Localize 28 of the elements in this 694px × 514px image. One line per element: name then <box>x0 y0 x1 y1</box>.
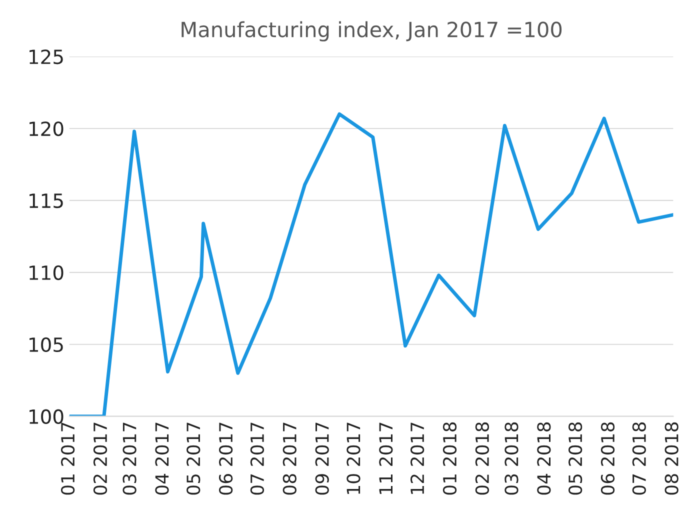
x-tick-label: 01 2018 <box>442 422 457 495</box>
y-tick-label: 115 <box>30 194 63 208</box>
x-tick-label: 03 2017 <box>122 422 136 495</box>
y-tick-label: 125 <box>30 49 63 64</box>
chart-title: Manufacturing index, Jan 2017 =100 <box>182 21 562 42</box>
line-series <box>69 112 674 416</box>
x-tick-label: 04 2018 <box>537 422 551 495</box>
x-tick-label: 11 2017 <box>379 422 393 494</box>
x-tick-label: 02 2017 <box>93 422 108 495</box>
x-tick-label: 07 2017 <box>250 422 264 495</box>
x-tick-label: 04 2017 <box>155 422 169 495</box>
x-tick-label: 03 2018 <box>504 422 518 495</box>
x-tick-label: 01 2017 <box>60 422 75 495</box>
x-tick-label: 12 2017 <box>410 422 424 494</box>
x-tick-label: 08 2017 <box>282 422 296 495</box>
y-tick-label: 110 <box>30 265 64 280</box>
x-tick-label: 02 2018 <box>475 422 490 495</box>
y-tick-label: 120 <box>30 121 64 136</box>
y-tick-label: 100 <box>30 409 64 424</box>
y-tick-label: 105 <box>30 337 63 352</box>
x-tick-label: 05 2017 <box>186 422 200 495</box>
x-tick-label: 09 2017 <box>315 422 329 495</box>
x-tick-label: 06 2017 <box>218 422 233 495</box>
x-tick-label: 05 2018 <box>568 422 582 495</box>
x-tick-label: 06 2018 <box>600 422 615 495</box>
x-tick-label: 08 2018 <box>664 422 678 495</box>
x-tick-label: 07 2018 <box>632 422 646 495</box>
x-tick-label: 10 2017 <box>346 422 360 494</box>
